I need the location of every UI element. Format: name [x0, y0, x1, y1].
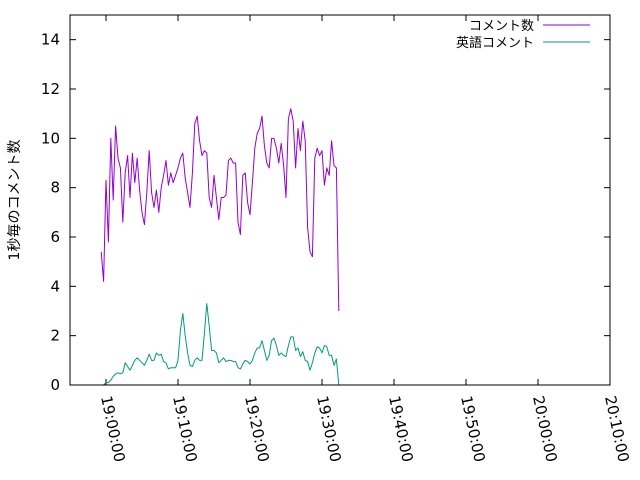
x-tick-label: 19:50:00	[457, 394, 489, 464]
x-tick-label: 20:10:00	[601, 394, 633, 464]
x-tick-label: 20:00:00	[529, 394, 561, 464]
y-tick-label: 10	[41, 129, 60, 147]
y-tick-label: 12	[41, 80, 60, 98]
x-tick-label: 19:10:00	[169, 394, 201, 464]
y-tick-label: 2	[50, 327, 60, 345]
x-tick-label: 19:20:00	[241, 394, 273, 464]
plot-border	[69, 14, 611, 386]
series-line-0	[100, 108, 340, 312]
y-tick-label: 0	[50, 376, 60, 394]
x-axis: 19:00:00 19:10:00 19:20:00 19:30:00 19:40:00…	[97, 15, 633, 464]
legend-label-1: 英語コメント	[456, 35, 534, 51]
series-line-1	[101, 303, 340, 386]
x-tick-label: 19:40:00	[385, 394, 417, 464]
y-tick-label: 8	[50, 179, 60, 197]
y-axis: 0 2 4 6 8 10 12 14	[41, 31, 610, 394]
x-tick-label: 19:30:00	[313, 394, 345, 464]
series-layer	[100, 108, 340, 386]
x-tick-label: 19:00:00	[97, 394, 129, 464]
y-tick-label: 14	[41, 31, 60, 49]
y-axis-label: 1秒毎のコメント数	[7, 140, 23, 261]
y-tick-label: 6	[50, 228, 60, 246]
y-tick-label: 4	[50, 277, 60, 295]
legend-label-0: コメント数	[469, 19, 534, 34]
